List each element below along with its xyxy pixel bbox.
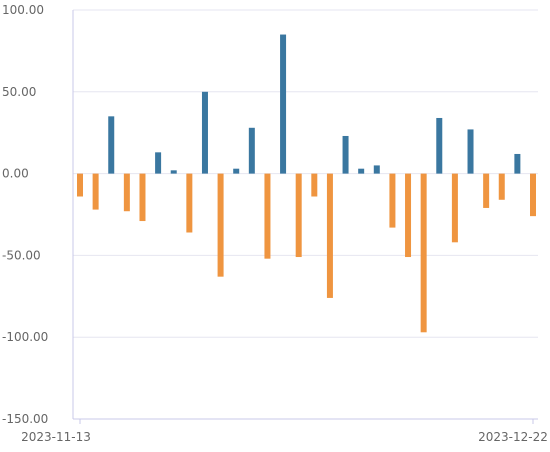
- bar: [436, 117, 443, 174]
- x-axis-labels: 2023-11-13 2023-12-22: [21, 430, 548, 444]
- bar: [123, 173, 130, 212]
- bar: [373, 165, 380, 174]
- bar: [248, 127, 255, 174]
- bar: [451, 173, 458, 243]
- bar: [405, 173, 412, 258]
- y-tick-label: 100.00: [2, 3, 44, 17]
- bar: [155, 152, 162, 174]
- y-tick-label: 50.00: [2, 85, 36, 99]
- bar: [186, 173, 193, 233]
- bar: [358, 168, 365, 174]
- bar: [77, 173, 83, 197]
- bars: [77, 34, 536, 333]
- bar: [420, 173, 427, 333]
- bar: [170, 170, 177, 174]
- bar: [264, 173, 271, 259]
- y-axis-ticks: 100.00 50.00 0.00 -50.00 -100.00 -150.00: [2, 3, 48, 426]
- bar: [92, 173, 99, 210]
- bar: [467, 129, 474, 174]
- bar: [108, 116, 115, 174]
- bar: [280, 34, 287, 174]
- bar: [311, 173, 318, 197]
- y-tick-label: 0.00: [2, 167, 29, 181]
- bar: [326, 173, 333, 298]
- bar: [498, 173, 505, 200]
- bar: [483, 173, 490, 208]
- y-tick-label: -150.00: [2, 412, 48, 426]
- bar: [295, 173, 302, 258]
- y-tick-label: -50.00: [2, 248, 41, 262]
- x-tick-label-first: 2023-11-13: [21, 430, 91, 444]
- bar: [389, 173, 396, 228]
- bar: [514, 153, 521, 174]
- bar: [139, 173, 146, 222]
- bar: [201, 91, 208, 174]
- bar: [342, 135, 349, 174]
- bar: [530, 173, 536, 217]
- axes: [72, 10, 538, 424]
- x-tick-label-last: 2023-12-22: [478, 430, 548, 444]
- y-tick-label: -100.00: [2, 330, 48, 344]
- bar: [233, 168, 240, 174]
- bar: [217, 173, 224, 277]
